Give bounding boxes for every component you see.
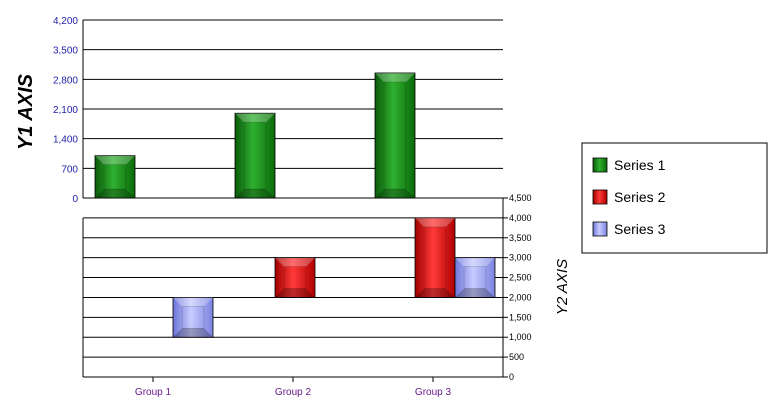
legend-swatch (592, 157, 608, 173)
bar-series-1 (374, 72, 416, 199)
legend: Series 1 Series 2 Series 3 (581, 142, 768, 254)
y2-tick-label: 4,000 (509, 213, 532, 223)
bar-series-1 (94, 155, 136, 199)
y2-tick-label: 1,500 (509, 312, 532, 322)
y2-tick-label: 2,000 (509, 292, 532, 302)
y1-tick-label: 3,500 (53, 46, 78, 57)
bar-series-2 (274, 257, 316, 298)
y2-tick-label: 1,000 (509, 332, 532, 342)
legend-item: Series 1 (592, 157, 666, 173)
legend-label: Series 3 (614, 221, 666, 237)
y1-tick-label: 4,200 (53, 16, 78, 27)
y1-tick-label: 2,100 (53, 105, 78, 116)
y1-tick-label: 700 (61, 164, 78, 175)
y2-tick-label: 2,500 (509, 273, 532, 283)
bar-series-3 (172, 297, 214, 338)
y2-tick-label: 3,000 (509, 253, 532, 263)
bar-series-1 (234, 112, 276, 199)
category-label: Group 1 (135, 387, 172, 398)
legend-label: Series 1 (614, 157, 666, 173)
y1-tick-label: 2,800 (53, 75, 78, 86)
y1-axis-title: Y1 AXIS (15, 73, 37, 150)
category-label: Group 2 (275, 387, 312, 398)
legend-swatch (592, 221, 608, 237)
bar-series-3 (454, 257, 496, 298)
legend-label: Series 2 (614, 189, 666, 205)
legend-swatch (592, 189, 608, 205)
y1-tick-label: 0 (72, 194, 78, 205)
legend-item: Series 3 (592, 221, 666, 237)
y2-tick-label: 3,500 (509, 233, 532, 243)
y2-tick-label: 0 (509, 372, 514, 382)
y1-tick-label: 1,400 (53, 135, 78, 146)
legend-item: Series 2 (592, 189, 666, 205)
category-label: Group 3 (415, 387, 452, 398)
bar-series-2 (414, 217, 456, 298)
y2-tick-label: 500 (509, 352, 524, 362)
y2-tick-label: 4,500 (509, 193, 532, 203)
y2-axis-title: Y2 AXIS (554, 259, 571, 315)
